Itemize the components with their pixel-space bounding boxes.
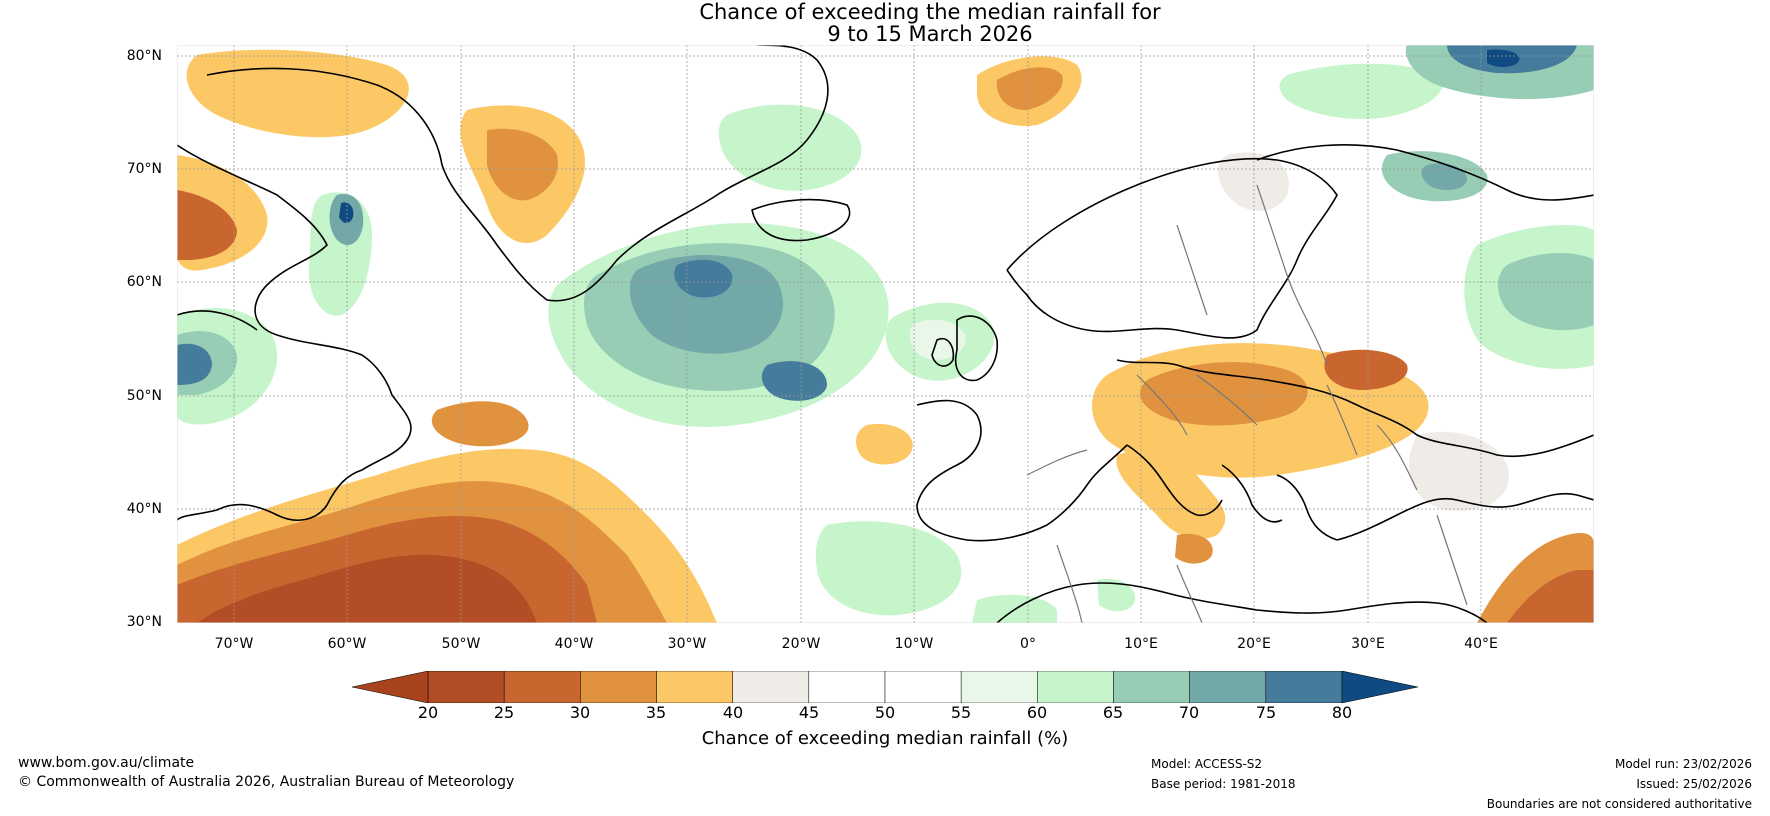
colorbar-tick-label: 60 (1026, 703, 1048, 722)
lon-label-70w: 70°W (214, 636, 254, 652)
lon-label-40e: 40°E (1464, 636, 1498, 652)
colorbar-segment (580, 671, 657, 703)
colorbar-segment (1037, 671, 1114, 703)
rainfall-anomaly-shading (177, 45, 1594, 623)
lon-label-60w: 60°W (327, 636, 367, 652)
issued-text: Issued: 25/02/2026 (1636, 777, 1752, 791)
colorbar-tick-label: 35 (645, 703, 667, 722)
lon-label-30e: 30°E (1351, 636, 1385, 652)
lon-label-40w: 40°W (554, 636, 594, 652)
colorbar-segment (1189, 671, 1267, 703)
website-link[interactable]: www.bom.gov.au/climate (18, 755, 195, 771)
colorbar-segment (503, 671, 581, 703)
lon-label-30w: 30°W (667, 636, 707, 652)
lon-label-50w: 50°W (441, 636, 481, 652)
colorbar-tick-label: 45 (798, 703, 820, 722)
lon-label-0: 0° (1020, 636, 1036, 652)
colorbar-segment (1113, 671, 1190, 703)
coastlines (177, 45, 1594, 623)
lon-label-10e: 10°E (1124, 636, 1158, 652)
lon-label-10w: 10°W (894, 636, 934, 652)
lon-label-20w: 20°W (781, 636, 821, 652)
colorbar-extend-high (1341, 671, 1418, 703)
colorbar-segment (656, 671, 733, 703)
lat-label-70n: 70°N (126, 161, 162, 177)
colorbar-segment (1265, 671, 1343, 703)
copyright-text: © Commonwealth of Australia 2026, Austra… (18, 774, 515, 790)
lat-label-50n: 50°N (126, 388, 162, 404)
colorbar-tick-label: 25 (493, 703, 515, 722)
colorbar-tick-label: 70 (1178, 703, 1200, 722)
model-text: Model: ACCESS-S2 (1151, 757, 1263, 771)
colorbar-tick-label: 50 (874, 703, 896, 722)
model-run-text: Model run: 23/02/2026 (1614, 757, 1752, 771)
colorbar-label: Chance of exceeding median rainfall (%) (701, 728, 1069, 749)
lat-label-80n: 80°N (126, 48, 162, 64)
colorbar-tick-label: 20 (417, 703, 439, 722)
graticule (177, 45, 1594, 623)
colorbar-tick-label: 30 (569, 703, 591, 722)
disclaimer-text: Boundaries are not considered authoritat… (1486, 797, 1752, 811)
lat-label-40n: 40°N (126, 501, 162, 517)
colorbar-tick-label: 65 (1102, 703, 1124, 722)
colorbar-tick-label: 80 (1331, 703, 1353, 722)
colorbar-tick-label: 75 (1255, 703, 1277, 722)
country-borders (1026, 184, 1468, 623)
base-period-text: Base period: 1981-2018 (1151, 777, 1296, 791)
lon-label-20e: 20°E (1237, 636, 1271, 652)
chart-title-line1: Chance of exceeding the median rainfall … (699, 0, 1161, 24)
colorbar-segment (884, 671, 962, 703)
colorbar-extend-low (352, 671, 429, 703)
colorbar (352, 671, 1418, 703)
colorbar-segment (808, 671, 886, 703)
colorbar-segment (960, 671, 1038, 703)
colorbar-segment (732, 671, 810, 703)
chart-title-line2: 9 to 15 March 2026 (827, 22, 1033, 46)
lat-label-30n: 30°N (126, 614, 162, 630)
colorbar-tick-label: 55 (950, 703, 972, 722)
colorbar-segments (427, 671, 1343, 703)
lat-label-60n: 60°N (126, 274, 162, 290)
colorbar-tick-label: 40 (722, 703, 744, 722)
colorbar-segment (427, 671, 505, 703)
rainfall-map (177, 45, 1594, 623)
